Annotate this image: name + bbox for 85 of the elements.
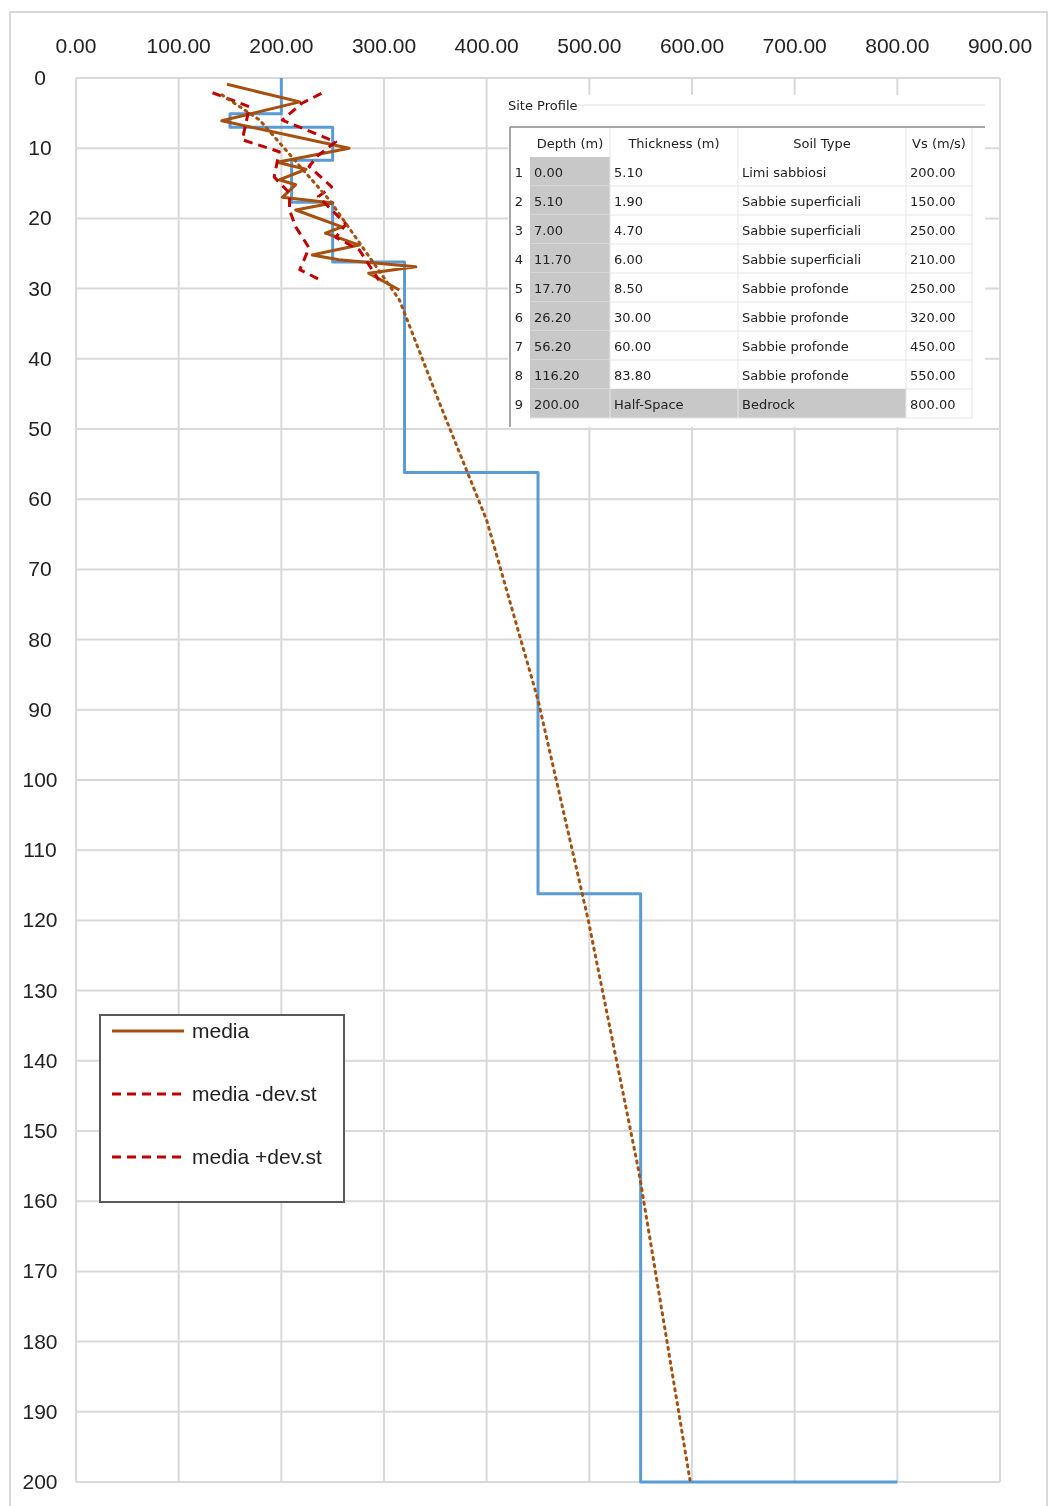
y-tick-label: 90 <box>28 697 52 721</box>
annotation: 5.10 <box>534 194 563 209</box>
annotation: 6.00 <box>614 252 643 267</box>
y-tick-label: 120 <box>22 908 58 932</box>
y-tick-label: 160 <box>22 1189 58 1213</box>
x-tick-label: 900.00 <box>967 34 1033 57</box>
annotation: Sabbie profonde <box>742 281 849 296</box>
y-tick-label: 180 <box>22 1329 58 1353</box>
y-tick-label: 110 <box>23 838 57 862</box>
annotation: 800.00 <box>910 397 956 412</box>
annotation: Depth (m) <box>536 136 604 151</box>
y-tick-label: 80 <box>28 627 52 651</box>
x-tick-label: 100.00 <box>146 34 211 57</box>
legend-label: media +dev.st <box>192 1145 322 1168</box>
annotation: Thickness (m) <box>627 136 720 151</box>
x-tick-label: 200.00 <box>249 34 314 57</box>
y-tick-label: 140 <box>22 1048 58 1072</box>
y-tick-label: 70 <box>28 557 52 581</box>
x-tick-label: 700.00 <box>762 34 827 57</box>
annotation: Bedrock <box>742 397 796 412</box>
annotation: 9 <box>514 397 524 412</box>
x-tick-label: 500.00 <box>557 34 622 57</box>
annotation: 30.00 <box>614 310 652 325</box>
annotation: 5 <box>514 281 524 296</box>
annotation: Vs (m/s) <box>912 136 966 151</box>
annotation: 56.20 <box>534 339 572 354</box>
annotation: 11.70 <box>534 252 572 267</box>
annotation: 1.90 <box>614 194 643 209</box>
y-tick-label: 10 <box>28 136 52 160</box>
annotation: 0.00 <box>534 165 563 180</box>
annotation: 3 <box>514 223 524 238</box>
legend-label: media <box>192 1019 250 1042</box>
y-tick-label: 100 <box>22 768 58 791</box>
annotation: 550.00 <box>910 368 956 383</box>
y-tick-label: 50 <box>28 417 52 440</box>
annotation: 320.00 <box>910 310 956 325</box>
y-tick-label: 190 <box>22 1399 58 1423</box>
annotation: 200.00 <box>910 165 956 180</box>
legend-label: media -dev.st <box>192 1082 317 1105</box>
y-tick-label: 0 <box>34 66 46 89</box>
annotation: 4.70 <box>614 223 643 238</box>
x-tick-label: 600.00 <box>659 34 725 57</box>
annotation: 83.80 <box>614 368 652 383</box>
annotation: Limi sabbiosi <box>742 165 827 180</box>
annotation: Sabbie superficiali <box>742 252 862 267</box>
y-tick-label: 60 <box>28 487 52 511</box>
annotation: Sabbie profonde <box>742 310 849 325</box>
y-tick-label: 40 <box>28 346 52 370</box>
annotation: Sabbie profonde <box>742 339 849 354</box>
y-tick-label: 150 <box>22 1119 58 1142</box>
annotation: 2 <box>514 194 524 209</box>
annotation: 210.00 <box>910 252 956 267</box>
annotation: 150.00 <box>910 194 956 209</box>
y-tick-label: 130 <box>22 978 58 1002</box>
y-tick-label: 20 <box>28 206 52 230</box>
annotation: 6 <box>514 310 524 325</box>
annotation: Sabbie profonde <box>742 368 849 383</box>
annotation: 17.70 <box>534 281 572 296</box>
annotation: Sabbie superficiali <box>742 223 862 238</box>
annotation: 250.00 <box>910 223 956 238</box>
annotation: 8 <box>514 368 524 383</box>
annotation: 4 <box>514 252 524 267</box>
annotation: 7 <box>514 339 524 354</box>
annotation: 200.00 <box>534 397 580 412</box>
annotation: Soil Type <box>793 136 851 151</box>
annotation: 116.20 <box>534 368 580 383</box>
y-tick-label: 30 <box>28 276 52 300</box>
annotation: 7.00 <box>534 223 563 238</box>
line-series <box>280 91 381 282</box>
annotation: 5.10 <box>614 165 643 180</box>
x-tick-label: 800.00 <box>865 34 930 57</box>
annotation: 60.00 <box>614 339 652 354</box>
annotation: 8.50 <box>614 281 643 296</box>
annotation: 250.00 <box>910 281 956 296</box>
y-tick-label: 170 <box>22 1259 58 1283</box>
annotation: Site Profile <box>508 98 578 113</box>
x-tick-label: 0.00 <box>55 34 97 57</box>
annotation: Half-Space <box>614 397 684 412</box>
annotation: 1 <box>514 165 524 180</box>
y-tick-label: 200 <box>22 1470 58 1493</box>
annotation: Sabbie superficiali <box>742 194 862 209</box>
annotation: 450.00 <box>910 339 956 354</box>
annotation: 26.20 <box>534 310 572 325</box>
x-tick-label: 400.00 <box>454 34 519 57</box>
x-tick-label: 300.00 <box>351 34 417 57</box>
